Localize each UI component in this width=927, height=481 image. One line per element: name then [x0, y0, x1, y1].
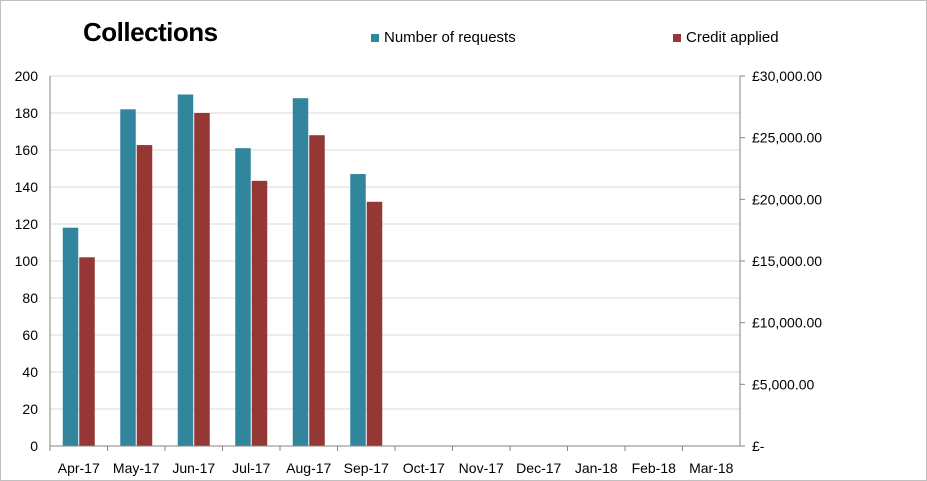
bar-requests	[177, 94, 194, 446]
bar-credit	[194, 113, 210, 446]
y-left-tick-label: 40	[22, 364, 38, 380]
x-tick-label: Jan-18	[575, 460, 618, 476]
x-tick-label: Oct-17	[403, 460, 445, 476]
x-tick-label: Nov-17	[459, 460, 504, 476]
bar-credit	[366, 201, 383, 446]
x-tick-label: Mar-18	[689, 460, 734, 476]
bar-requests	[350, 174, 366, 447]
y-left-tick-label: 20	[22, 401, 38, 417]
y-left-tick-label: 0	[30, 438, 38, 454]
legend-swatch-requests	[371, 33, 379, 42]
legend-label-requests: Number of requests	[384, 29, 516, 46]
y-right-tick-label: £15,000.00	[752, 253, 822, 269]
x-tick-label: Feb-18	[632, 460, 677, 476]
x-tick-label: Sep-17	[344, 460, 389, 476]
chart-title: Collections	[83, 17, 218, 47]
x-tick-label: Dec-17	[516, 460, 561, 476]
bar-layer	[62, 94, 383, 447]
label-layer: 0 20 40 60 80 100 120 140 160 180 200 £- £5,000.00 £1…	[15, 68, 823, 476]
legend-item-requests: Number of requests	[371, 29, 516, 46]
y-left-tick-label: 80	[22, 290, 38, 306]
y-right-tick-label: £10,000.00	[752, 315, 822, 331]
bar-credit	[309, 135, 325, 446]
y-right-tick-label: £25,000.00	[752, 130, 822, 146]
legend-label-credit: Credit applied	[686, 29, 779, 46]
legend-item-credit: Credit applied	[673, 29, 779, 46]
legend-swatch-credit	[673, 33, 681, 42]
bar-credit	[136, 145, 153, 447]
bar-requests	[292, 98, 309, 446]
y-left-tick-label: 180	[15, 105, 39, 121]
y-right-tick-label: £20,000.00	[752, 191, 822, 207]
axis-layer	[49, 75, 745, 451]
x-tick-label: Jun-17	[172, 460, 215, 476]
y-left-tick-label: 100	[15, 253, 39, 269]
bar-requests	[62, 227, 79, 446]
y-left-tick-label: 160	[15, 142, 39, 158]
bar-credit	[79, 257, 95, 446]
x-tick-label: May-17	[113, 460, 160, 476]
grid-layer	[50, 75, 740, 410]
y-left-tick-label: 60	[22, 327, 38, 343]
x-tick-label: Aug-17	[286, 460, 331, 476]
y-left-tick-label: 200	[15, 68, 39, 84]
y-left-tick-label: 120	[15, 216, 39, 232]
y-right-tick-label: £30,000.00	[752, 68, 822, 84]
bar-credit	[251, 180, 268, 447]
x-tick-label: Jul-17	[232, 460, 270, 476]
y-right-tick-label: £-	[752, 438, 765, 454]
bar-requests	[120, 109, 136, 447]
y-left-tick-label: 140	[15, 179, 39, 195]
bar-requests	[235, 148, 251, 446]
y-right-tick-label: £5,000.00	[752, 376, 814, 392]
x-tick-label: Apr-17	[58, 460, 100, 476]
